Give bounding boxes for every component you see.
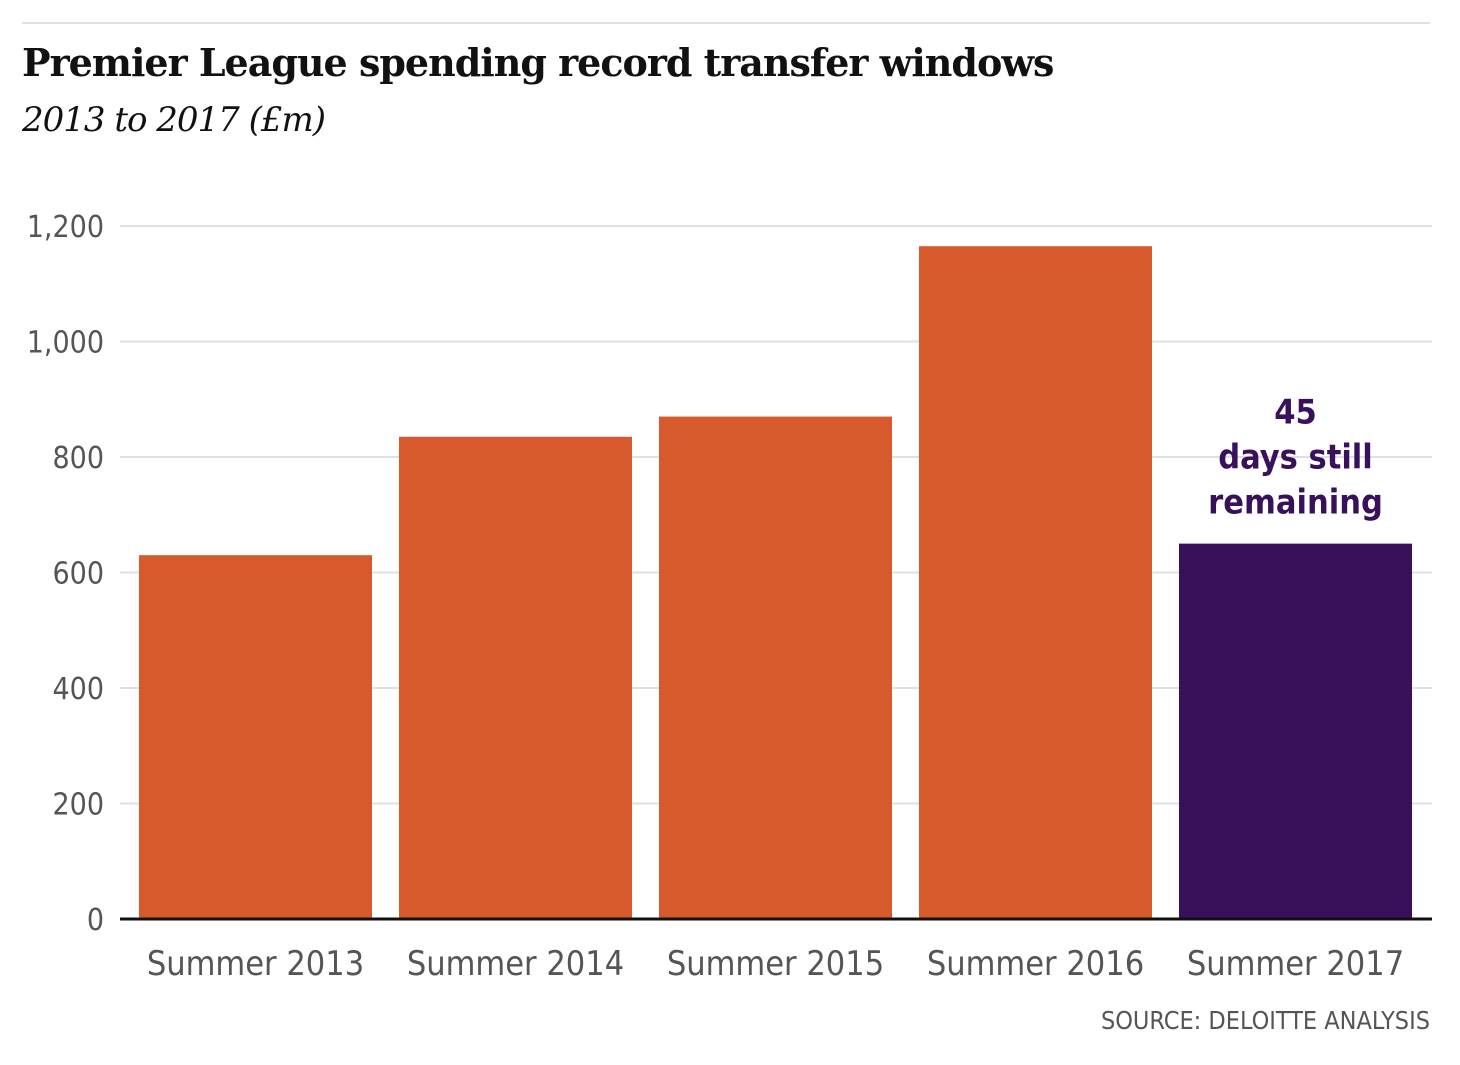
y-tick-label: 800 [52,441,104,476]
annotation-line: remaining [1208,483,1383,523]
bar-summer-2014 [399,436,632,919]
y-axis-ticks: 0 200 400 600 800 1,000 1,200 [27,210,104,938]
y-tick-label: 1,200 [27,210,104,245]
y-tick-label: 0 [87,903,104,938]
annotation-line: 45 [1274,393,1317,433]
x-tick-label: Summer 2017 [1187,944,1404,984]
bar-summer-2015 [659,416,892,919]
y-tick-label: 1,000 [27,326,104,361]
source-note: SOURCE: DELOITTE ANALYSIS [1100,1006,1430,1035]
bar-summer-2013 [139,555,372,919]
x-tick-label: Summer 2014 [407,944,624,984]
chart-subtitle: 2013 to 2017 (£m) [22,100,326,140]
annotation-line: days still [1218,438,1373,478]
x-tick-label: Summer 2016 [927,944,1144,984]
x-tick-label: Summer 2013 [147,944,364,984]
y-tick-label: 200 [52,788,104,823]
y-tick-label: 600 [52,557,104,592]
y-tick-label: 400 [52,672,104,707]
top-rule [22,22,1430,24]
bar-summer-2016 [919,246,1152,919]
annotation: 45 days still remaining [1208,393,1383,523]
chart-title: Premier League spending record transfer … [22,40,1054,85]
bars [139,246,1412,919]
x-tick-label: Summer 2015 [667,944,884,984]
bar-summer-2017 [1179,543,1412,919]
x-axis-ticks: Summer 2013 Summer 2014 Summer 2015 Summer … [147,944,1404,984]
